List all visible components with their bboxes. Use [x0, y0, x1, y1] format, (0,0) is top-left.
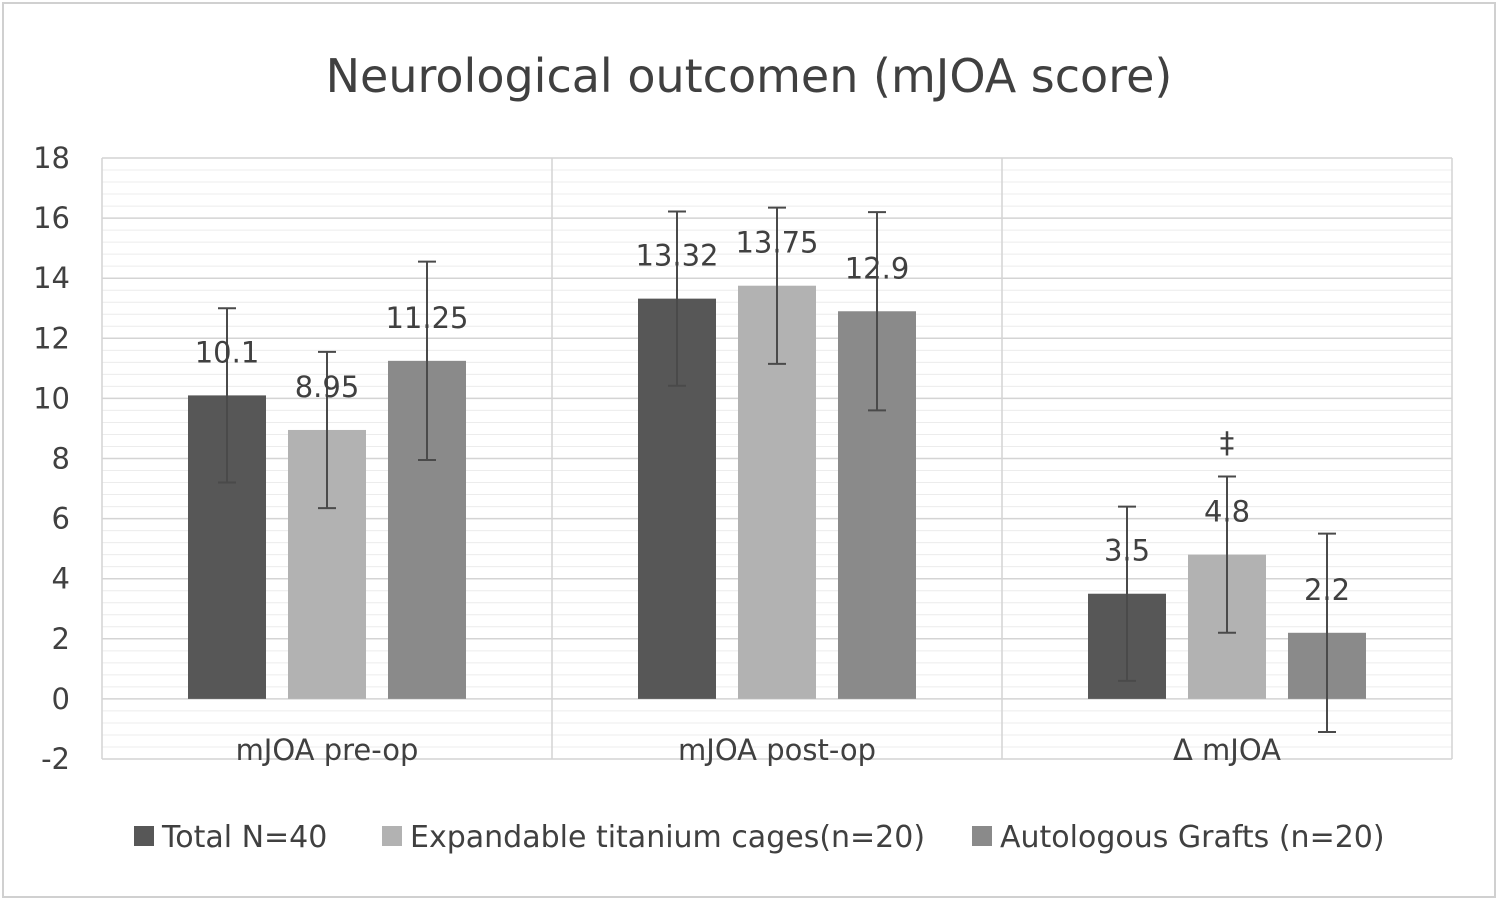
y-tick-label: 4: [52, 562, 70, 596]
data-label: 2.2: [1304, 573, 1350, 607]
data-label: 8.95: [295, 370, 360, 404]
data-label: 13.75: [735, 226, 818, 260]
legend-swatch: [382, 826, 402, 846]
y-tick-label: 18: [33, 141, 70, 175]
y-axis-ticks: -2 0 2 4 6 8 10 12 14 16 18: [33, 141, 70, 776]
y-tick-label: 14: [33, 261, 70, 295]
chart-svg: Neurological outcomen (mJOA score) -2 0 2 4…: [33, 49, 1453, 855]
y-tick-label: 8: [52, 442, 70, 476]
y-tick-label: 12: [33, 321, 70, 355]
data-label: 13.32: [635, 239, 718, 273]
data-labels: 10.1 8.95 11.25 13.32 13.75 12.9 3.5 4.8 2.2 ‡: [195, 226, 1350, 607]
legend-swatch: [972, 826, 992, 846]
category-labels: mJOA pre-op mJOA post-op Δ mJOA: [236, 733, 1282, 767]
data-label: 10.1: [195, 335, 260, 369]
x-category-label: mJOA post-op: [678, 733, 876, 767]
legend-swatch: [134, 826, 154, 846]
error-bars: [218, 206, 1336, 733]
y-tick-label: 10: [33, 381, 70, 415]
significance-marker: ‡: [1220, 426, 1235, 460]
data-label: 12.9: [845, 251, 910, 285]
legend-label: Autologous Grafts (n=20): [1000, 820, 1385, 855]
y-tick-label: 2: [52, 622, 70, 656]
legend: Total N=40 Expandable titanium cages(n=20…: [134, 820, 1385, 855]
x-category-label: Δ mJOA: [1173, 733, 1281, 767]
x-category-label: mJOA pre-op: [236, 733, 419, 767]
y-tick-label: 6: [52, 502, 70, 536]
y-tick-label: -2: [41, 742, 70, 776]
legend-label: Expandable titanium cages(n=20): [410, 820, 925, 855]
y-tick-label: 16: [33, 201, 70, 235]
data-label: 11.25: [385, 301, 468, 335]
y-tick-label: 0: [52, 682, 70, 716]
legend-label: Total N=40: [161, 820, 327, 855]
data-label: 3.5: [1104, 534, 1150, 568]
data-label: 4.8: [1204, 495, 1250, 529]
chart-title: Neurological outcomen (mJOA score): [326, 49, 1173, 103]
